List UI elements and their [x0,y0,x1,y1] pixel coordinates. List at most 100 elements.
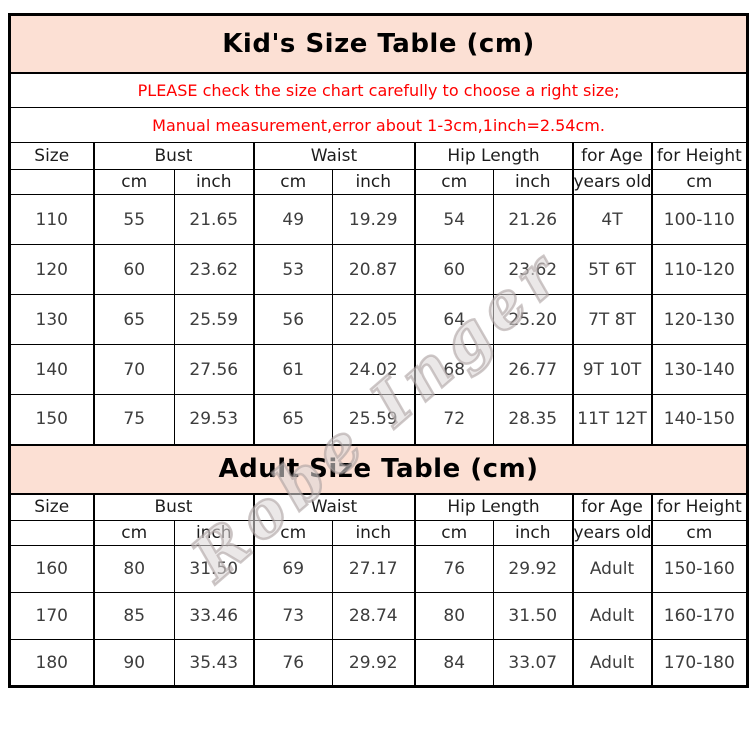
cell-hip-inch: 23.62 [493,244,573,295]
cell-bust-inch: 33.46 [174,592,254,640]
cell-size: 130 [9,294,94,345]
cell-age: 9T 10T [571,344,652,395]
subheader-bust-inch: inch [174,169,254,195]
cell-hip-inch: 25.20 [493,294,573,345]
cell-waist-cm: 56 [252,294,333,345]
cell-waist-inch: 27.17 [332,545,415,593]
cell-size: 120 [9,244,94,295]
cell-waist-inch: 29.92 [332,639,415,687]
subheader-waist-cm: cm [252,169,333,195]
cell-bust-cm: 75 [92,394,175,445]
cell-bust-cm: 70 [92,344,175,395]
cell-age: Adult [571,545,652,593]
empty-cell [9,520,94,546]
cell-height: 170-180 [650,639,749,687]
cell-waist-cm: 65 [252,394,333,445]
col-header-size: Size [9,493,94,521]
subheader-bust-cm: cm [92,169,175,195]
subheader-hip-cm: cm [413,169,494,195]
subheader-waist-inch: inch [332,520,415,546]
kid-title-row: Kid's Size Table (cm) [8,14,749,74]
cell-bust-cm: 55 [92,194,175,245]
cell-hip-inch: 29.92 [493,545,573,593]
subheader-years-old: years old [571,169,652,195]
kid-table-title: Kid's Size Table (cm) [8,14,749,74]
cell-size: 110 [9,194,94,245]
col-header-bust: Bust [92,493,254,521]
cell-bust-cm: 65 [92,294,175,345]
cell-age: 4T [571,194,652,245]
subheader-waist-cm: cm [252,520,333,546]
adult-title-row: Adult Size Table (cm) [8,443,749,495]
cell-waist-inch: 28.74 [332,592,415,640]
subheader-hip-inch: inch [493,520,573,546]
note-measurement-error: Manual measurement,error about 1-3cm,1in… [8,107,749,143]
cell-height: 120-130 [650,294,749,345]
cell-bust-cm: 80 [92,545,175,593]
cell-age: Adult [571,639,652,687]
cell-bust-inch: 29.53 [174,394,254,445]
cell-waist-cm: 53 [252,244,333,295]
cell-bust-inch: 27.56 [174,344,254,395]
adult-header-row: Size Bust Waist Hip Length for Age for H… [9,493,749,521]
cell-hip-inch: 26.77 [493,344,573,395]
col-header-for-height: for Height [650,493,749,521]
cell-height: 110-120 [650,244,749,295]
cell-waist-cm: 73 [252,592,333,640]
cell-height: 150-160 [650,545,749,593]
kid-row-150: 150 75 29.53 65 25.59 72 28.35 11T 12T 1… [9,394,749,445]
cell-waist-inch: 19.29 [332,194,415,245]
cell-waist-inch: 25.59 [332,394,415,445]
cell-hip-inch: 21.26 [493,194,573,245]
cell-size: 170 [9,592,94,640]
col-header-bust: Bust [92,142,254,170]
cell-bust-inch: 31.50 [174,545,254,593]
col-header-for-height: for Height [650,142,749,170]
kid-subheader-row: cm inch cm inch cm inch years old cm [9,169,749,195]
cell-waist-cm: 49 [252,194,333,245]
kid-row-120: 120 60 23.62 53 20.87 60 23.62 5T 6T 110… [9,244,749,295]
cell-size: 150 [9,394,94,445]
note-row-1: PLEASE check the size chart carefully to… [8,72,749,108]
kid-header-row: Size Bust Waist Hip Length for Age for H… [9,142,749,170]
cell-hip-cm: 68 [413,344,494,395]
adult-subheader-row: cm inch cm inch cm inch years old cm [9,520,749,546]
cell-age: 11T 12T [571,394,652,445]
col-header-hip-length: Hip Length [413,493,573,521]
subheader-height-cm: cm [650,520,749,546]
subheader-bust-inch: inch [174,520,254,546]
cell-hip-cm: 64 [413,294,494,345]
cell-hip-inch: 31.50 [493,592,573,640]
cell-height: 130-140 [650,344,749,395]
cell-height: 100-110 [650,194,749,245]
cell-bust-inch: 25.59 [174,294,254,345]
cell-height: 140-150 [650,394,749,445]
col-header-for-age: for Age [571,142,652,170]
adult-row-160: 160 80 31.50 69 27.17 76 29.92 Adult 150… [9,545,749,593]
cell-bust-inch: 21.65 [174,194,254,245]
cell-waist-inch: 22.05 [332,294,415,345]
kid-row-110: 110 55 21.65 49 19.29 54 21.26 4T 100-11… [9,194,749,245]
cell-hip-cm: 76 [413,545,494,593]
cell-bust-cm: 90 [92,639,175,687]
cell-bust-cm: 85 [92,592,175,640]
adult-row-170: 170 85 33.46 73 28.74 80 31.50 Adult 160… [9,592,749,640]
empty-cell [9,169,94,195]
cell-age: Adult [571,592,652,640]
subheader-bust-cm: cm [92,520,175,546]
subheader-height-cm: cm [650,169,749,195]
cell-waist-inch: 20.87 [332,244,415,295]
cell-size: 140 [9,344,94,395]
col-header-hip-length: Hip Length [413,142,573,170]
cell-hip-cm: 60 [413,244,494,295]
cell-bust-cm: 60 [92,244,175,295]
size-table: Kid's Size Table (cm) PLEASE check the s… [8,13,750,688]
cell-age: 5T 6T [571,244,652,295]
cell-hip-cm: 84 [413,639,494,687]
cell-age: 7T 8T [571,294,652,345]
note-row-2: Manual measurement,error about 1-3cm,1in… [8,107,749,143]
cell-waist-cm: 76 [252,639,333,687]
cell-hip-cm: 72 [413,394,494,445]
kid-row-140: 140 70 27.56 61 24.02 68 26.77 9T 10T 13… [9,344,749,395]
cell-hip-cm: 80 [413,592,494,640]
